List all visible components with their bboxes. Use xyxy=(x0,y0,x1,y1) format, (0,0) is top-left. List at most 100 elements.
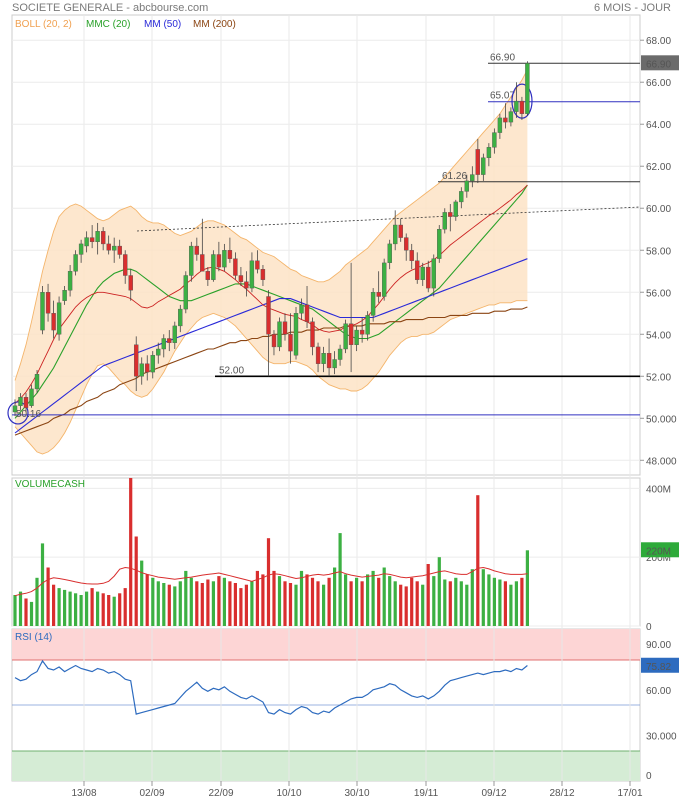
volume-bar xyxy=(134,536,138,626)
candle-body xyxy=(370,292,376,316)
volume-bar xyxy=(123,588,127,626)
candle-body xyxy=(40,292,45,331)
volume-bar xyxy=(371,570,375,626)
volume-bar xyxy=(222,577,226,626)
volume-bar xyxy=(255,570,259,626)
candle-body xyxy=(475,149,480,175)
volume-bar xyxy=(74,593,78,626)
volume-tick-label: 0 xyxy=(646,622,652,633)
x-tick-label: 09/12 xyxy=(481,788,506,799)
volume-tick-label: 200M xyxy=(646,553,671,564)
candle-body xyxy=(332,359,337,369)
volume-bar xyxy=(13,595,17,626)
candle-body xyxy=(238,275,244,283)
volume-bar xyxy=(299,570,304,626)
price-tick-label: 58.00 xyxy=(646,246,671,257)
candle-body xyxy=(45,292,51,314)
price-chart: 66.90 65.07 61.26 52.00 50.16 xyxy=(7,52,641,455)
candle-body xyxy=(144,363,150,373)
volume-bar xyxy=(393,581,397,626)
candle-body xyxy=(95,231,100,243)
volume-bar xyxy=(272,570,276,626)
volume-bar xyxy=(112,596,116,626)
candle-body xyxy=(255,260,260,270)
volume-bar xyxy=(211,581,215,626)
volume-bar xyxy=(470,569,474,626)
volume-bar xyxy=(410,577,414,626)
candle-body xyxy=(205,271,211,280)
x-tick-label: 22/09 xyxy=(208,788,233,799)
legend-mm200: MM (200) xyxy=(193,19,236,30)
x-tick-label: 30/10 xyxy=(344,788,369,799)
candle-body xyxy=(481,157,486,175)
candle-body xyxy=(150,355,156,373)
candle-body xyxy=(84,237,89,247)
x-tick-label: 19/11 xyxy=(414,788,439,799)
candle-body xyxy=(299,304,304,314)
volume-bar xyxy=(437,557,441,626)
candle-body xyxy=(431,258,436,289)
candle-body xyxy=(78,243,84,255)
volume-bar xyxy=(509,584,513,626)
legend-boll: BOLL (20, 2) xyxy=(15,19,72,30)
volume-last-label: 220M xyxy=(646,546,671,557)
candle-body xyxy=(260,269,266,280)
candle-body xyxy=(448,212,453,217)
rsi-chart xyxy=(14,659,528,715)
volume-bar xyxy=(52,584,56,626)
mm200-line xyxy=(14,306,528,436)
rsi-tick-label: 0 xyxy=(646,771,652,782)
volume-bar xyxy=(145,574,149,626)
candle-body xyxy=(293,313,299,356)
volume-bar xyxy=(465,584,469,626)
volume-bar xyxy=(316,581,320,626)
candle-body xyxy=(216,254,222,268)
candle-body xyxy=(343,323,348,350)
volume-bar xyxy=(244,584,248,626)
candle-body xyxy=(62,290,67,301)
bollinger-middle-line xyxy=(14,184,528,404)
candle-body xyxy=(404,237,409,251)
candle-body xyxy=(337,348,343,360)
rsi-last-label: 75.82 xyxy=(646,662,671,673)
level-label-61-26: 61.26 xyxy=(442,171,467,182)
x-tick-label: 17/01 xyxy=(617,788,642,799)
candle-body xyxy=(304,304,310,322)
bollinger-lower-line xyxy=(14,300,528,455)
period-label: 6 MOIS - JOUR xyxy=(593,2,671,14)
volume-bar xyxy=(85,591,89,626)
volume-bar xyxy=(178,581,182,626)
volume-bar xyxy=(525,550,529,626)
volume-bar xyxy=(129,478,133,626)
rsi-last-badge xyxy=(641,657,679,673)
volume-bar xyxy=(503,581,507,626)
volume-bar xyxy=(57,588,61,626)
price-panel-frame xyxy=(11,14,641,476)
level-label-66-90: 66.90 xyxy=(490,52,515,63)
candle-body xyxy=(56,302,62,335)
candle-body xyxy=(508,111,514,123)
bollinger-upper-line xyxy=(14,69,528,381)
volume-bar xyxy=(310,577,315,626)
legend-volume: VOLUMECASH xyxy=(15,479,85,490)
rsi-tick-label: 30.000 xyxy=(646,731,677,742)
volume-bar xyxy=(355,577,359,626)
mmc20-line xyxy=(14,184,528,419)
volume-bar xyxy=(266,538,271,626)
highlight-circle-left xyxy=(7,401,29,425)
price-tick-label: 54.00 xyxy=(646,330,671,341)
candle-body xyxy=(437,228,442,259)
volume-bar xyxy=(228,581,232,626)
candle-body xyxy=(128,275,133,291)
candle-body xyxy=(167,338,172,343)
volume-bar xyxy=(520,577,524,626)
volume-bar xyxy=(388,576,392,626)
candle-body xyxy=(23,397,29,408)
volume-bar xyxy=(90,588,94,626)
candle-body xyxy=(73,254,78,272)
candle-body xyxy=(51,313,56,331)
volume-bar xyxy=(18,591,23,626)
candle-body xyxy=(409,250,414,262)
legend-rsi: RSI (14) xyxy=(15,632,52,643)
volume-bar xyxy=(217,576,221,626)
